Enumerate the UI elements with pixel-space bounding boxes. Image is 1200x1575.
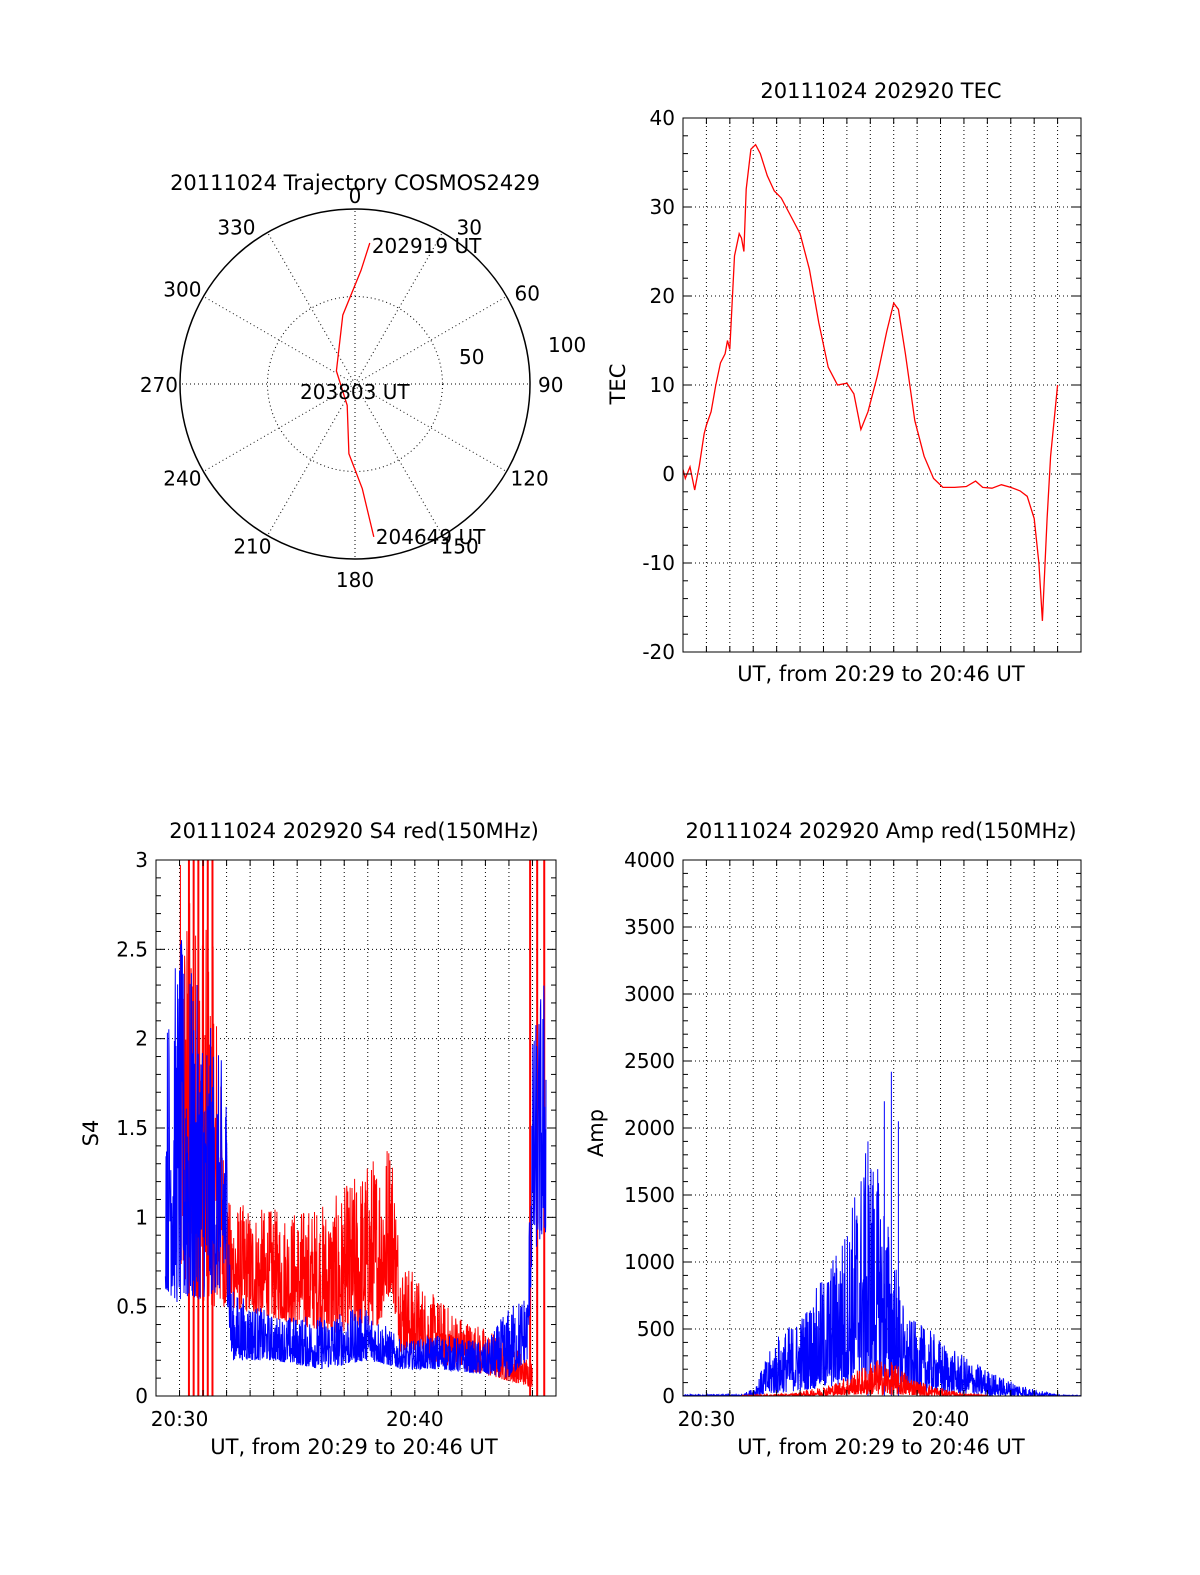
- series-noise-line: [683, 1153, 1081, 1396]
- x-axis-label: UT, from 20:29 to 20:46 UT: [737, 662, 1025, 686]
- azimuth-label: 180: [336, 568, 374, 592]
- azimuth-label: 240: [163, 467, 201, 491]
- y-tick-label: 3500: [624, 915, 675, 939]
- azimuth-label: 210: [233, 535, 271, 559]
- y-tick-label: 10: [650, 373, 675, 397]
- radial-label: 100: [548, 333, 586, 357]
- polar-spoke: [267, 232, 356, 385]
- y-tick-label: 2000: [624, 1116, 675, 1140]
- chart-title: 20111024 202920 TEC: [760, 79, 1001, 103]
- radial-label: 50: [459, 345, 484, 369]
- azimuth-label: 120: [511, 467, 549, 491]
- y-tick-label: 0: [662, 462, 675, 486]
- plot-area: [683, 1071, 1081, 1396]
- plot-frame: [682, 117, 1082, 653]
- x-axis-label: UT, from 20:29 to 20:46 UT: [210, 1435, 498, 1459]
- y-tick-label: -20: [642, 640, 675, 664]
- plot-area: [683, 143, 1059, 621]
- s4-line-chart: 20111024 202920 S4 red(150MHz) UT, from …: [79, 819, 557, 1459]
- tec-line-chart: 20111024 202920 TEC UT, from 20:29 to 20…: [606, 79, 1082, 686]
- polar-outer-ring: [179, 208, 531, 560]
- azimuth-label: 150: [441, 535, 479, 559]
- y-tick-label: 1.5: [116, 1116, 148, 1140]
- y-tick-label: 0: [662, 1384, 675, 1408]
- x-tick-label: 20:40: [912, 1407, 970, 1431]
- y-tick-label: 20: [650, 284, 675, 308]
- trajectory-point-label: 202919 UT: [372, 234, 482, 258]
- polar-spoke: [267, 383, 356, 536]
- y-tick-label: 1: [135, 1205, 148, 1229]
- y-axis-label: TEC: [606, 364, 630, 406]
- azimuth-label: 90: [538, 373, 563, 397]
- y-tick-label: 500: [637, 1317, 675, 1341]
- x-tick-label: 20:30: [678, 1407, 736, 1431]
- y-tick-label: 0.5: [116, 1295, 148, 1319]
- amp-line-chart: 20111024 202920 Amp red(150MHz) UT, from…: [584, 819, 1082, 1459]
- x-tick-label: 20:40: [386, 1407, 444, 1431]
- azimuth-label: 300: [163, 278, 201, 302]
- series-noise-line: [164, 940, 547, 1378]
- y-tick-label: 3: [135, 848, 148, 872]
- chart-title: 20111024 202920 Amp red(150MHz): [685, 819, 1076, 843]
- polar-ring-50: [267, 296, 443, 472]
- y-tick-label: -10: [642, 551, 675, 575]
- y-axis-label: S4: [79, 1120, 103, 1147]
- y-tick-label: 1000: [624, 1250, 675, 1274]
- polar-spoke: [354, 296, 507, 385]
- chart-title: 20111024 Trajectory COSMOS2429: [170, 171, 540, 195]
- y-tick-label: 3000: [624, 982, 675, 1006]
- series-noise-line: [179, 864, 533, 1387]
- azimuth-label: 30: [457, 215, 482, 239]
- x-tick-label: 20:30: [151, 1407, 209, 1431]
- y-tick-label: 2.5: [116, 937, 148, 961]
- trajectory-point-label: 204649 UT: [376, 525, 486, 549]
- trajectory-line: [335, 242, 375, 538]
- azimuth-label: 0: [349, 184, 362, 208]
- y-tick-label: 30: [650, 195, 675, 219]
- y-tick-label: 4000: [624, 848, 675, 872]
- y-axis-label: Amp: [584, 1109, 608, 1157]
- y-tick-label: 0: [135, 1384, 148, 1408]
- azimuth-label: 270: [140, 373, 178, 397]
- y-tick-label: 1500: [624, 1183, 675, 1207]
- series-line: [683, 143, 1059, 621]
- chart-title: 20111024 202920 S4 red(150MHz): [169, 819, 539, 843]
- trajectory-polar-chart: 20111024 Trajectory COSMOS2429 0 30 60 90 12…: [140, 171, 586, 592]
- y-tick-label: 40: [650, 106, 675, 130]
- y-tick-label: 2500: [624, 1049, 675, 1073]
- trajectory-point-label: 203803 UT: [300, 380, 410, 404]
- azimuth-label: 330: [217, 215, 255, 239]
- y-tick-label: 2: [135, 1027, 148, 1051]
- x-axis-label: UT, from 20:29 to 20:46 UT: [737, 1435, 1025, 1459]
- plot-area: [164, 860, 547, 1396]
- azimuth-label: 60: [515, 282, 540, 306]
